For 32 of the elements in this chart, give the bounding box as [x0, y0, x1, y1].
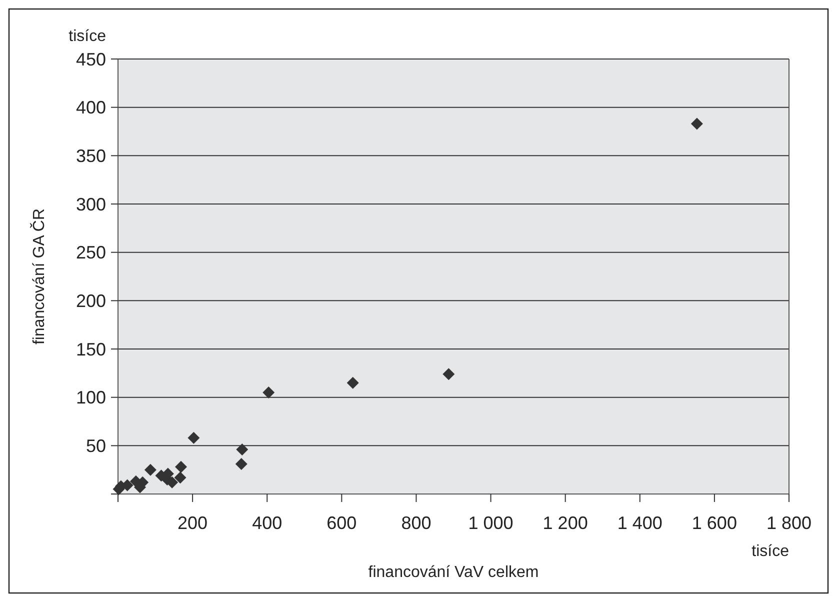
- x-tick-label: 1 000: [468, 513, 514, 533]
- point: [144, 464, 156, 476]
- x-tick-label: 1 200: [542, 513, 588, 533]
- y-tick-label: 300: [76, 194, 106, 214]
- y-tick-label: 50: [86, 436, 106, 456]
- y-tick-label: 200: [76, 290, 106, 311]
- x-tick-label: 400: [252, 513, 282, 533]
- text: tisíce: [68, 28, 106, 45]
- x-tick-label: 1 400: [617, 513, 662, 533]
- x-axis-title: financování VaV celkem: [368, 564, 539, 581]
- y-tick-label: 400: [76, 98, 106, 118]
- x-tick-label: 800: [401, 513, 432, 533]
- point: [175, 460, 187, 473]
- point: [690, 118, 703, 130]
- y-tick-label: 100: [76, 388, 106, 408]
- point: [174, 472, 186, 484]
- x-tick-label: 600: [326, 513, 357, 533]
- y-tick-label: 150: [76, 339, 106, 360]
- point: [262, 386, 275, 398]
- point: [188, 432, 200, 444]
- x-tick-label: 1 800: [766, 513, 812, 533]
- text: tisíce: [752, 543, 790, 560]
- x-tick-label: 1 600: [692, 513, 737, 533]
- point: [346, 376, 359, 389]
- point: [236, 444, 248, 456]
- y-tick-label: 350: [76, 146, 106, 166]
- point: [235, 458, 248, 470]
- y-tick-label: 250: [76, 242, 106, 263]
- point: [442, 368, 455, 380]
- y-tick-label: 450: [76, 49, 106, 70]
- x-tick-label: 200: [178, 513, 208, 533]
- y-axis-title: financování GA ČR: [30, 208, 48, 345]
